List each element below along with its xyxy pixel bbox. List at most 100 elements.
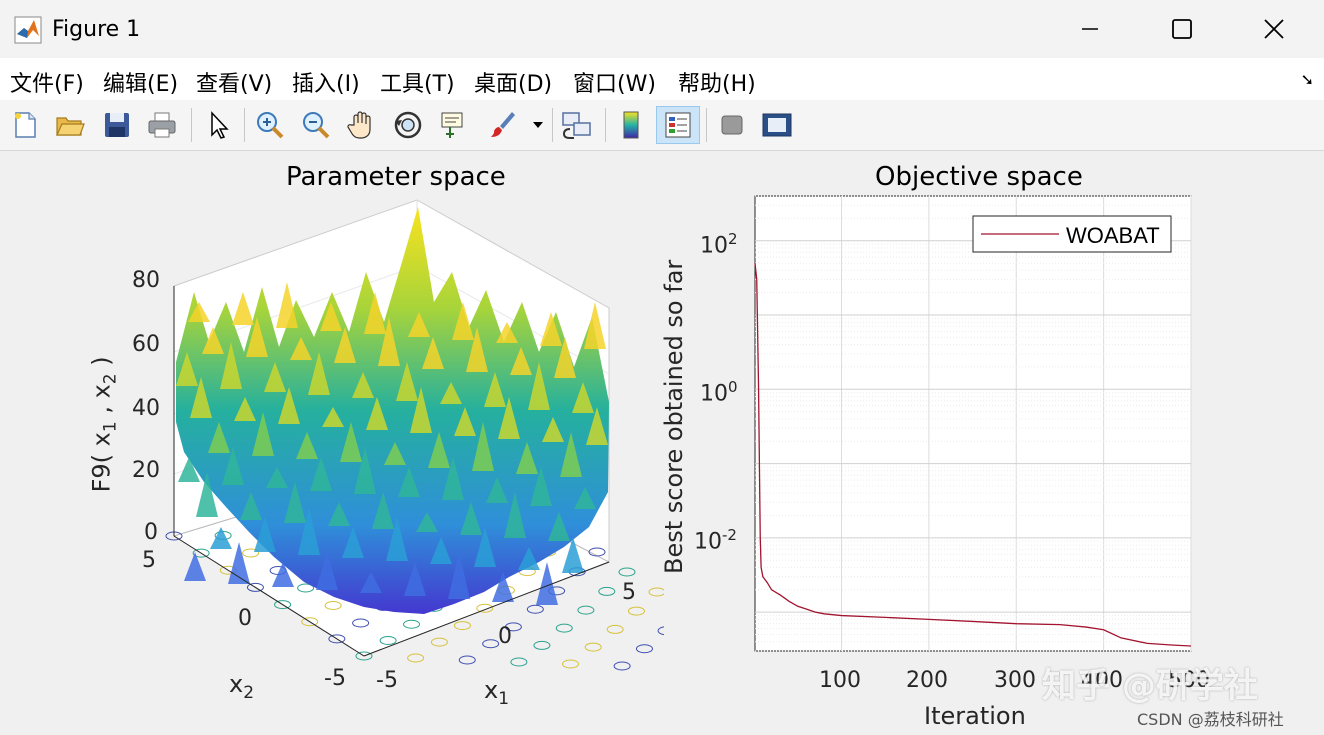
surface-peak [530,467,552,506]
open-file-button[interactable] [51,106,89,144]
minimize-icon [1082,28,1098,30]
contour-ring [407,653,425,663]
new-file-icon [15,112,36,138]
colorbar-icon [623,111,639,139]
z-tick: 40 [132,396,160,421]
contour-ring [403,619,421,629]
menu-view[interactable]: 查看(V) [196,72,273,97]
contour-ring [430,637,448,647]
menu-desktop[interactable]: 桌面(D) [474,72,553,97]
surface-peak [232,292,254,325]
save-figure-button[interactable] [98,106,136,144]
chevron-down-icon [533,122,543,128]
surface-peak [290,337,312,360]
surface-peak [430,537,452,564]
watermark-zhihu: 知乎 @研学社 [1042,666,1258,706]
surface-peak [484,372,506,407]
surface-peak [472,422,494,471]
surface-peak [220,342,242,389]
surface-peak [278,387,300,424]
close-button[interactable] [1228,0,1320,58]
menu-tools[interactable]: 工具(T) [380,72,455,97]
surface-peak [396,362,418,401]
surface-peak [190,377,212,418]
contour-ring [324,601,342,610]
y-tick: 102 [700,230,738,259]
x-axis-label: Iteration [924,702,1026,730]
right-plot-title: Objective space [875,162,1083,192]
contour-ring [297,583,315,593]
surface-peak [234,397,256,421]
printer-icon [148,112,176,138]
surface-plot[interactable] [4,152,664,732]
link-plot-button[interactable] [558,106,596,144]
surface-peak [560,432,582,477]
surface-peak [240,492,262,520]
contour-ring [274,600,292,610]
pan-button[interactable] [343,106,381,144]
print-figure-button[interactable] [143,106,181,144]
series-line-woabat [754,263,1192,647]
toolbar-separator [706,108,707,142]
zoom-in-button[interactable] [251,106,289,144]
brush-button[interactable] [483,106,521,144]
surface-peak [428,432,450,468]
surface-peak [366,397,388,430]
menu-dock-arrow-icon[interactable]: ➘ [1300,70,1314,89]
surface-peak [548,512,570,541]
zoom-out-button[interactable] [297,106,335,144]
menu-help[interactable]: 帮助(H) [678,72,756,97]
convergence-plot[interactable]: WOABAT [4,152,1320,732]
hide-plot-tools-button[interactable] [713,106,751,144]
menu-edit[interactable]: 编辑(E) [103,72,179,97]
surface-peak [342,527,364,558]
data-cursor-button[interactable] [435,106,473,144]
pointer-arrow-icon [211,111,229,139]
maximize-button[interactable] [1136,0,1228,58]
surface-peak [496,322,518,343]
new-figure-button[interactable] [6,106,44,144]
contour-ring [246,582,264,592]
surface-peak [222,447,244,485]
save-icon [105,113,129,137]
menu-file[interactable]: 文件(F) [10,72,84,97]
menu-insert[interactable]: 插入(I) [292,72,360,97]
surface-peak [540,312,562,346]
maximize-icon [1172,19,1192,39]
menu-window[interactable]: 窗口(W) [573,72,656,97]
x-tick: 0 [498,624,512,649]
surface-peak [442,457,464,500]
contour-ring [458,655,476,665]
minimize-button[interactable] [1044,0,1136,58]
surface-peak [452,302,474,340]
y-tick: 0 [238,606,252,631]
left-plot-title: Parameter space [286,162,506,192]
surface-peak [310,457,332,491]
show-plot-tools-button[interactable] [758,106,796,144]
z-tick: 60 [132,332,160,357]
edit-plot-button[interactable] [199,106,237,144]
surface-peak [334,327,356,363]
surface-peak [210,527,232,549]
y-axis-line [173,535,365,657]
surface-peak [498,397,520,439]
insert-colorbar-button[interactable] [612,106,650,144]
rotate-3d-button[interactable] [389,106,427,144]
surface-peak [510,347,532,375]
surface-peak [340,422,362,462]
contour-ring [588,547,606,557]
contour-ring [355,651,373,661]
insert-legend-button[interactable] [656,106,700,144]
surface-peak [416,512,438,532]
surface-peak [408,312,430,337]
menu-bar: 文件(F) 编辑(E) 查看(V) 插入(I) 工具(T) 桌面(D) 窗口(W… [0,58,1324,101]
contour-ring [379,636,397,645]
contour-ring [606,624,624,634]
surface-peak [504,492,526,538]
brush-dropdown-button[interactable] [527,106,549,144]
hand-pan-icon [347,111,371,139]
contour-ring [242,548,260,558]
surface-peak [460,502,482,535]
contour-ring [648,587,664,597]
surface-peak [178,457,200,482]
